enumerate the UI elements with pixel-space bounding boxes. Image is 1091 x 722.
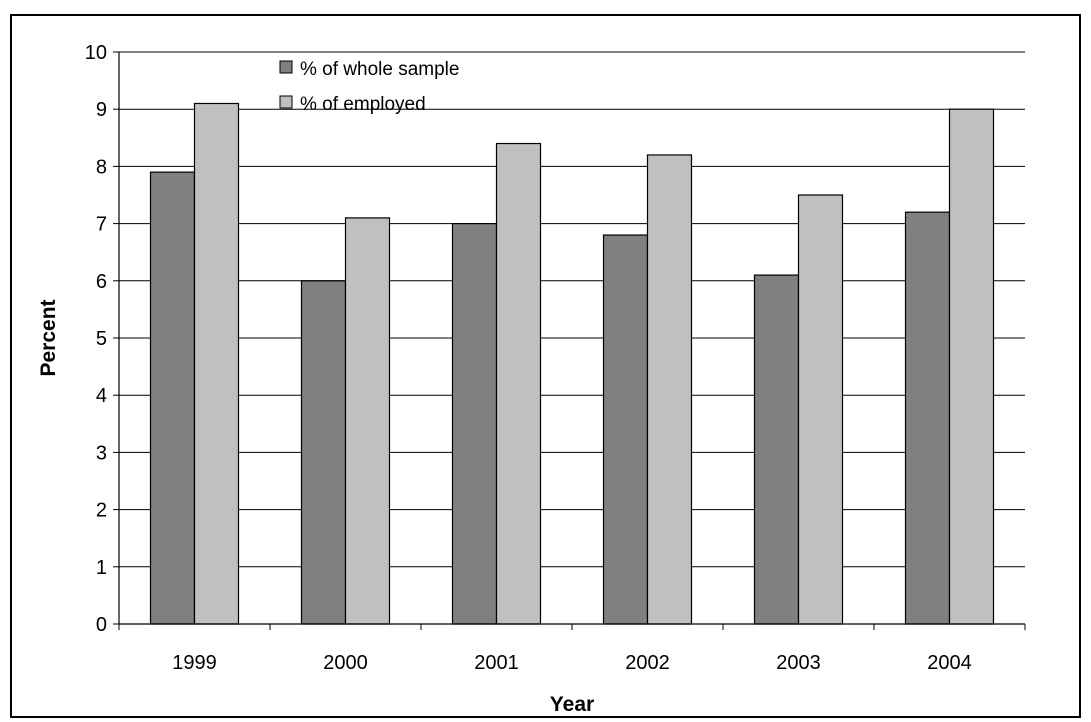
y-tick-label: 10 <box>85 42 107 64</box>
bar-employed-2003 <box>797 194 844 625</box>
y-tick-label: 8 <box>96 156 107 178</box>
x-axis-title: Year <box>550 693 594 716</box>
axes <box>113 51 1026 630</box>
bar-whole-sample-2001 <box>451 223 498 625</box>
legend-label-employed: % of employed <box>300 94 426 115</box>
x-tick-label: 2002 <box>625 652 670 674</box>
gridlines <box>119 51 1025 568</box>
y-axis-title: Percent <box>37 299 60 376</box>
x-tick-label: 2001 <box>474 652 519 674</box>
x-tick-label: 2003 <box>776 652 821 674</box>
legend-swatch-whole-sample <box>279 60 293 74</box>
bar-employed-2000 <box>344 217 391 625</box>
legend-label-whole-sample: % of whole sample <box>300 59 459 80</box>
y-tick-label: 7 <box>96 214 107 236</box>
bar-whole-sample-2002 <box>602 234 649 625</box>
x-tick-label: 1999 <box>172 652 217 674</box>
y-tick-label: 9 <box>96 99 107 121</box>
y-tick-label: 0 <box>96 614 107 636</box>
x-tick-label: 2004 <box>927 652 972 674</box>
bar-whole-sample-2004 <box>904 211 951 625</box>
y-tick-label: 1 <box>96 557 107 579</box>
y-tick-labels: 0 1 2 3 4 5 6 7 8 9 10 <box>85 42 107 636</box>
y-tick-label: 2 <box>96 500 107 522</box>
y-tick-label: 4 <box>96 385 107 407</box>
bars <box>149 102 995 625</box>
y-tick-label: 3 <box>96 442 107 464</box>
legend: % of whole sample % of employed <box>279 59 459 115</box>
bar-whole-sample-2003 <box>753 274 800 625</box>
x-tick-label: 2000 <box>323 652 368 674</box>
legend-swatch-employed <box>279 95 293 109</box>
bar-employed-2002 <box>646 154 693 625</box>
bar-employed-2001 <box>495 142 542 625</box>
bar-whole-sample-1999 <box>149 171 196 625</box>
bar-whole-sample-2000 <box>300 280 347 625</box>
x-tick-labels: 1999 2000 2001 2002 2003 2004 <box>172 652 972 674</box>
y-tick-label: 5 <box>96 328 107 350</box>
y-tick-label: 6 <box>96 271 107 293</box>
bar-employed-1999 <box>193 102 240 625</box>
bar-employed-2004 <box>948 108 995 625</box>
